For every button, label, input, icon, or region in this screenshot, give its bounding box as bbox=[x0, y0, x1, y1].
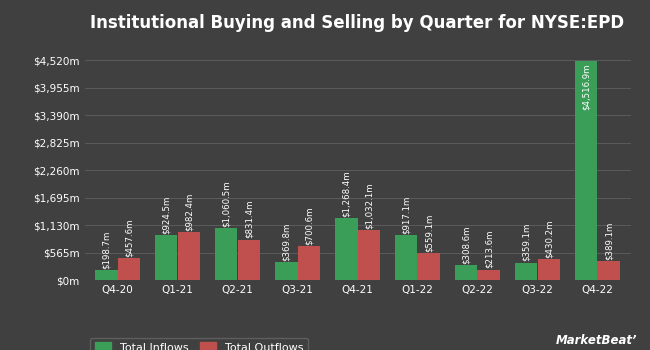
Bar bbox=[358, 230, 380, 280]
Text: $917.1m: $917.1m bbox=[402, 196, 411, 234]
Bar bbox=[155, 235, 177, 280]
Text: $924.5m: $924.5m bbox=[162, 196, 170, 234]
Text: $1,268.4m: $1,268.4m bbox=[342, 170, 350, 217]
Text: $359.1m: $359.1m bbox=[521, 223, 530, 261]
Text: $198.7m: $198.7m bbox=[101, 231, 111, 269]
Text: MarketBeat’: MarketBeat’ bbox=[556, 334, 637, 346]
Bar bbox=[455, 265, 478, 280]
Bar bbox=[118, 258, 140, 280]
Legend: Total Inflows, Total Outflows: Total Inflows, Total Outflows bbox=[90, 338, 308, 350]
Bar bbox=[395, 236, 417, 280]
Bar bbox=[298, 246, 320, 280]
Bar bbox=[515, 262, 538, 280]
Text: $389.1m: $389.1m bbox=[604, 222, 614, 260]
Text: $1,032.1m: $1,032.1m bbox=[365, 182, 373, 229]
Text: $457.6m: $457.6m bbox=[124, 218, 133, 257]
Bar bbox=[417, 253, 440, 280]
Text: $213.6m: $213.6m bbox=[484, 230, 493, 268]
Bar bbox=[335, 218, 358, 280]
Bar bbox=[538, 259, 560, 280]
Bar bbox=[214, 229, 237, 280]
Bar bbox=[597, 261, 620, 280]
Bar bbox=[575, 61, 597, 280]
Bar bbox=[237, 240, 260, 280]
Text: $559.1m: $559.1m bbox=[424, 213, 434, 252]
Bar bbox=[177, 232, 200, 280]
Text: $4,516.9m: $4,516.9m bbox=[582, 63, 591, 110]
Text: $369.8m: $369.8m bbox=[281, 223, 291, 261]
Text: $700.6m: $700.6m bbox=[304, 206, 313, 245]
Text: $982.4m: $982.4m bbox=[185, 193, 194, 231]
Text: $308.6m: $308.6m bbox=[462, 225, 471, 264]
Text: $831.4m: $831.4m bbox=[244, 200, 254, 238]
Title: Institutional Buying and Selling by Quarter for NYSE:EPD: Institutional Buying and Selling by Quar… bbox=[90, 14, 625, 32]
Bar bbox=[478, 270, 500, 280]
Bar bbox=[95, 270, 118, 280]
Bar bbox=[275, 262, 298, 280]
Text: $1,060.5m: $1,060.5m bbox=[222, 181, 231, 227]
Text: $430.2m: $430.2m bbox=[545, 219, 553, 258]
